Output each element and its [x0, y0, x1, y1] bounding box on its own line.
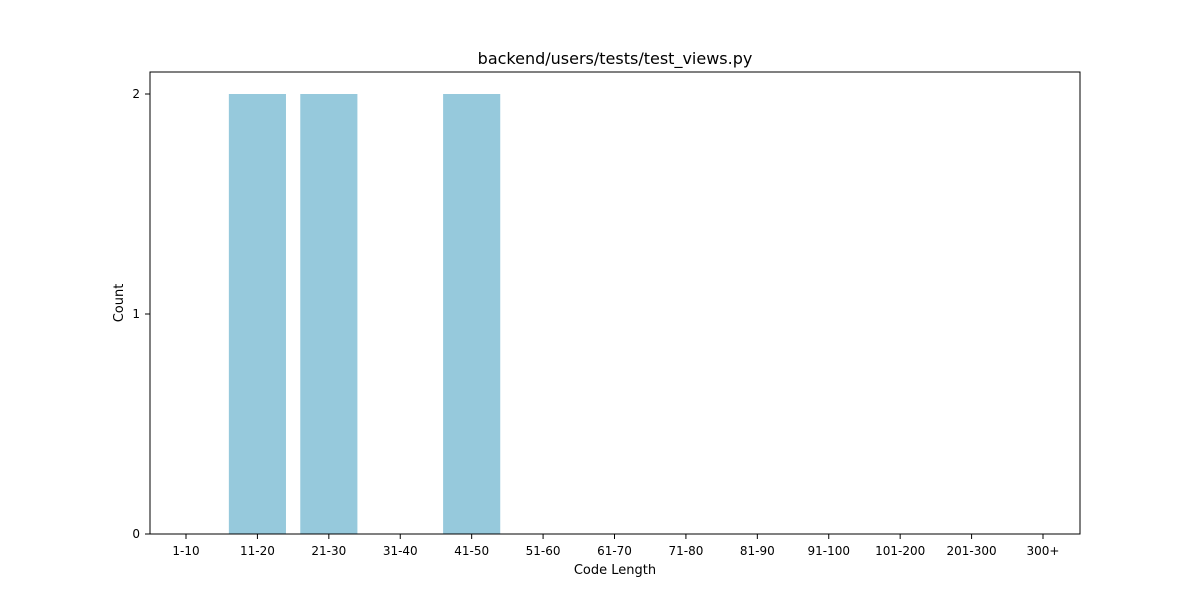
- chart-title: backend/users/tests/test_views.py: [478, 49, 753, 69]
- x-tick-label: 300+: [1027, 544, 1060, 558]
- y-axis: 0 1 2: [132, 87, 150, 541]
- x-tick-label: 81-90: [740, 544, 775, 558]
- bar-41-50: [443, 94, 501, 534]
- x-tick-label: 41-50: [454, 544, 489, 558]
- bar-11-20: [228, 94, 286, 534]
- x-tick-label: 61-70: [597, 544, 632, 558]
- bars-layer: [228, 94, 501, 534]
- plot-area-frame: [149, 71, 1081, 535]
- bar-21-30: [300, 94, 358, 534]
- y-tick-label: 1: [132, 307, 140, 321]
- x-tick-label: 201-300: [947, 544, 997, 558]
- x-tick-label: 51-60: [526, 544, 561, 558]
- y-tick-label: 2: [132, 87, 140, 101]
- y-axis-label: Count: [112, 284, 127, 323]
- y-tick-label: 0: [132, 527, 140, 541]
- x-tick-label: 71-80: [668, 544, 703, 558]
- x-tick-label: 21-30: [311, 544, 346, 558]
- x-axis: 1-10 11-20 21-30 31-40 41-50 51-60 61-70 71-80 8…: [172, 534, 1059, 558]
- x-tick-label: 1-10: [172, 544, 199, 558]
- x-tick-label: 101-200: [875, 544, 925, 558]
- x-tick-label: 31-40: [383, 544, 418, 558]
- x-axis-label: Code Length: [574, 563, 656, 578]
- x-tick-label: 91-100: [807, 544, 850, 558]
- x-tick-label: 11-20: [240, 544, 275, 558]
